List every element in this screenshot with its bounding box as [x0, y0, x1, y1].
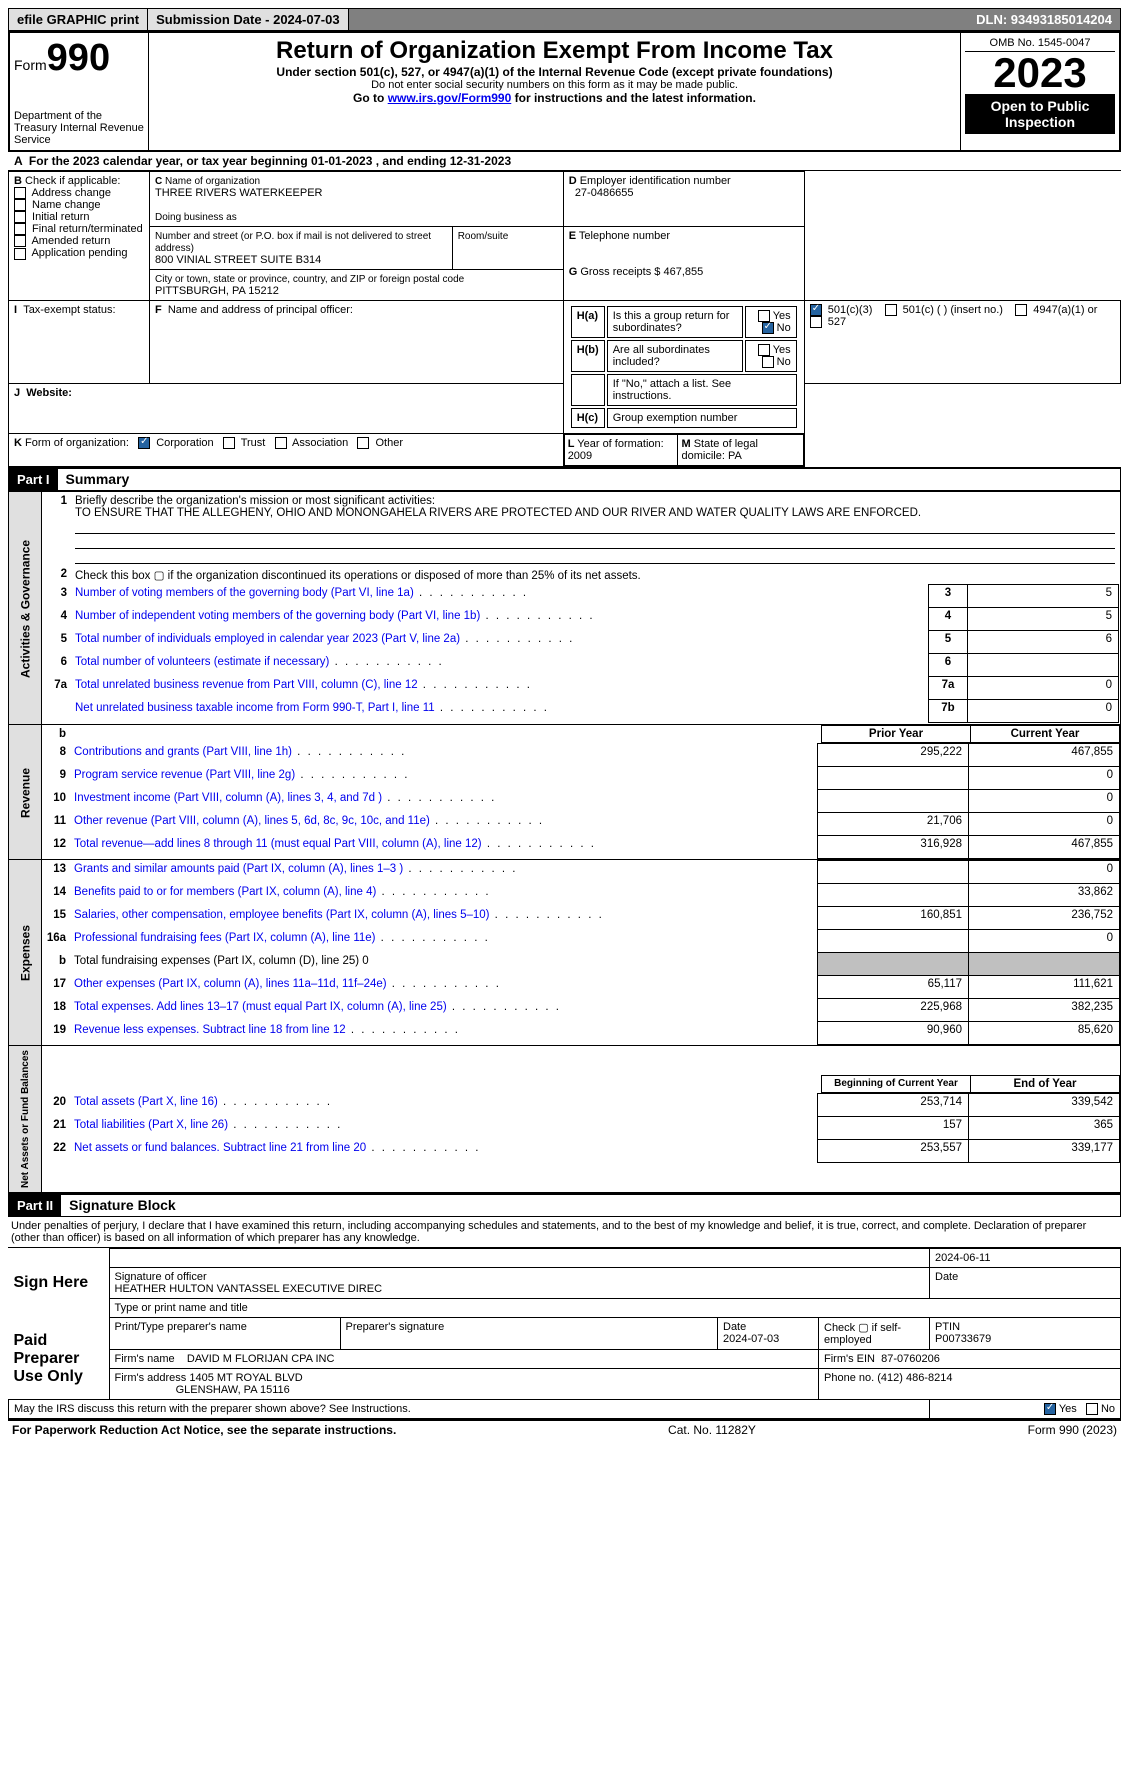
discuss-yes[interactable]: [1044, 1403, 1056, 1415]
part1-body: Activities & Governance 1Briefly describ…: [8, 491, 1121, 1193]
form-title: Return of Organization Exempt From Incom…: [153, 37, 956, 65]
dln: DLN: 93493185014204: [968, 9, 1120, 30]
public-inspection: Open to Public Inspection: [965, 94, 1115, 134]
footer: For Paperwork Reduction Act Notice, see …: [8, 1419, 1121, 1439]
vtab-revenue: Revenue: [9, 725, 42, 860]
irs-link[interactable]: www.irs.gov/Form990: [388, 91, 512, 105]
form-label: Form: [14, 57, 47, 73]
part1-header: Part I: [9, 469, 58, 490]
signature-block: Sign Here 2024-06-11 Signature of office…: [8, 1248, 1121, 1419]
top-bar: efile GRAPHIC print Submission Date - 20…: [8, 8, 1121, 31]
period-row: A For the 2023 calendar year, or tax yea…: [8, 152, 1121, 171]
privacy-note: Do not enter social security numbers on …: [153, 79, 956, 91]
ein: 27-0486655: [575, 187, 634, 199]
efile-print[interactable]: efile GRAPHIC print: [9, 9, 148, 30]
vtab-netassets: Net Assets or Fund Balances: [9, 1046, 42, 1193]
entity-info: B Check if applicable: Address change Na…: [8, 171, 1121, 467]
firm-name: DAVID M FLORIJAN CPA INC: [187, 1353, 335, 1365]
part2-header: Part II: [9, 1195, 61, 1216]
form-number: 990: [47, 37, 110, 79]
tax-year: 2023: [965, 52, 1115, 94]
city-state-zip: PITTSBURGH, PA 15212: [155, 285, 279, 297]
dept: Department of the Treasury Internal Reve…: [14, 110, 144, 146]
501c3-check[interactable]: [810, 304, 822, 316]
vtab-governance: Activities & Governance: [9, 492, 42, 725]
vtab-expenses: Expenses: [9, 860, 42, 1046]
org-name: THREE RIVERS WATERKEEPER: [155, 187, 322, 199]
corp-check[interactable]: [138, 437, 150, 449]
form-subtitle: Under section 501(c), 527, or 4947(a)(1)…: [153, 65, 956, 79]
gross-receipts: 467,855: [663, 266, 703, 278]
ptin: P00733679: [935, 1333, 991, 1345]
address: 800 VINIAL STREET SUITE B314: [155, 254, 321, 266]
form-header: Form990 Department of the Treasury Inter…: [8, 31, 1121, 152]
sig-date: 2024-06-11: [930, 1249, 1121, 1268]
submission-date: Submission Date - 2024-07-03: [148, 9, 349, 30]
mission-text: TO ENSURE THAT THE ALLEGHENY, OHIO AND M…: [75, 507, 921, 519]
perjury-statement: Under penalties of perjury, I declare th…: [8, 1217, 1121, 1248]
group-return-no[interactable]: [762, 322, 774, 334]
officer-name: HEATHER HULTON VANTASSEL EXECUTIVE DIREC: [115, 1283, 383, 1295]
